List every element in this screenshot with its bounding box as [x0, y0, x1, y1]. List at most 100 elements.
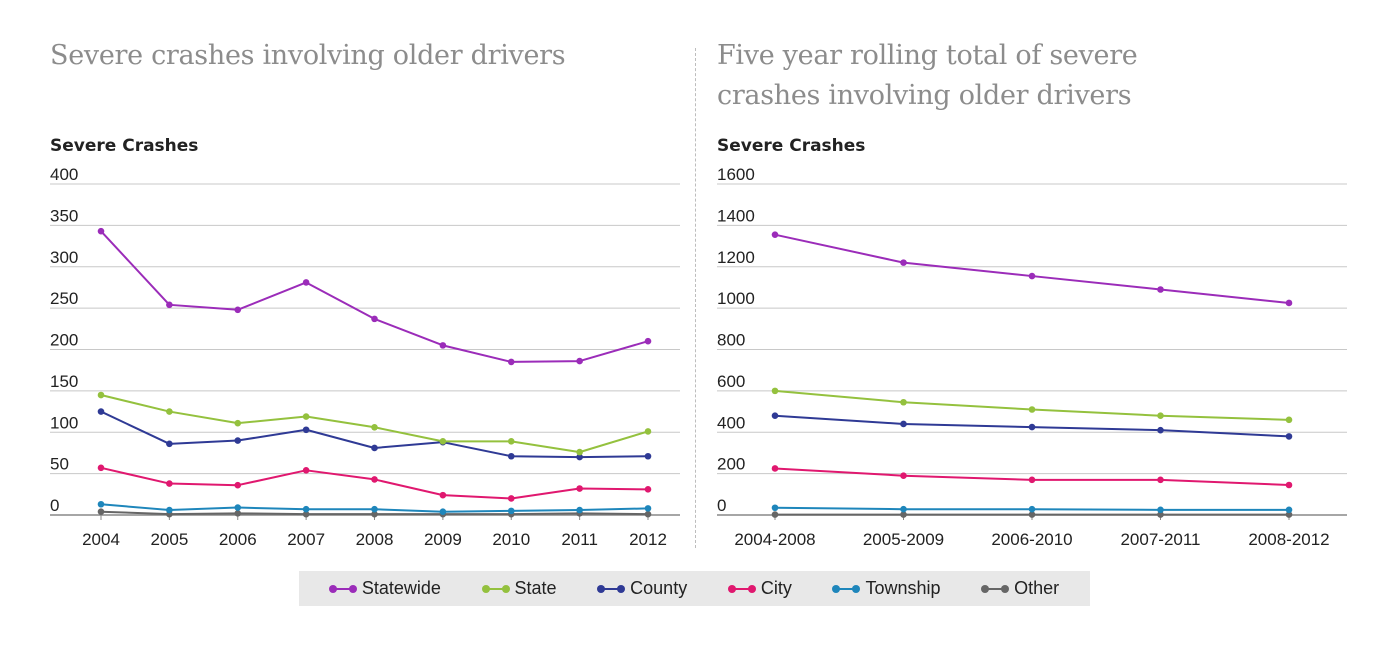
data-point-township	[1285, 506, 1293, 514]
y-tick-label: 1400	[717, 206, 755, 225]
y-tick-label: 100	[50, 413, 78, 432]
data-point-state	[166, 408, 173, 415]
y-tick-label: 150	[50, 372, 78, 391]
data-point-county	[1157, 426, 1164, 434]
y-axis-label-left: Severe Crashes	[50, 136, 199, 156]
data-point-state	[771, 387, 779, 395]
legend-item-county: County	[597, 578, 688, 599]
chart-title-right: Five year rolling total of severe crashe…	[717, 40, 1138, 111]
data-point-city	[900, 472, 907, 479]
data-point-city	[1028, 476, 1036, 484]
data-point-township	[900, 505, 907, 513]
data-point-city	[771, 465, 779, 472]
series-line-state	[774, 389, 1290, 421]
y-tick-label: 200	[50, 331, 78, 350]
data-point-other	[900, 511, 907, 518]
data-point-state	[371, 423, 378, 431]
data-point-state	[439, 438, 447, 445]
data-point-state	[302, 413, 310, 420]
x-tick-label: 2011	[561, 530, 598, 549]
y-tick-label: 50	[50, 455, 69, 474]
data-point-county	[234, 437, 242, 444]
y-axis-label-right: Severe Crashes	[717, 136, 866, 156]
data-point-county	[1285, 433, 1293, 440]
data-point-township	[97, 500, 105, 508]
data-point-statewide	[771, 231, 779, 238]
data-point-other	[97, 508, 105, 515]
data-point-other	[771, 511, 779, 518]
series-line-statewide	[100, 230, 649, 363]
x-tick-label: 2004	[82, 530, 120, 549]
x-tick-label: 2004-2008	[734, 530, 815, 549]
legend-item-city: City	[727, 578, 792, 599]
y-tick-label: 400	[50, 165, 78, 184]
data-point-other	[1157, 511, 1164, 518]
y-tick-label: 300	[50, 248, 78, 267]
data-point-state	[234, 419, 242, 427]
data-point-township	[1157, 506, 1164, 514]
y-tick-label: 1200	[717, 248, 755, 267]
data-point-statewide	[507, 358, 515, 366]
series-line-statewide	[774, 233, 1290, 304]
legend-label: County	[630, 578, 688, 598]
data-point-statewide	[166, 301, 173, 309]
x-tick-label: 2008	[356, 530, 394, 549]
data-point-statewide	[302, 279, 310, 286]
y-tick-label: 600	[717, 372, 745, 391]
data-point-statewide	[97, 227, 105, 235]
data-point-statewide	[576, 357, 583, 365]
x-tick-label: 2006	[219, 530, 257, 549]
data-point-county	[576, 453, 583, 461]
data-point-township	[302, 505, 310, 513]
legend-label: Other	[1014, 578, 1060, 598]
data-point-township	[166, 506, 173, 514]
data-point-state	[576, 448, 583, 456]
y-tick-label: 0	[50, 496, 59, 515]
data-point-township	[771, 504, 779, 512]
data-point-other	[371, 510, 378, 518]
data-point-statewide	[1285, 299, 1293, 307]
data-point-city	[439, 491, 447, 499]
x-tick-label: 2006-2010	[991, 530, 1072, 549]
data-point-statewide	[644, 337, 652, 345]
data-point-city	[1285, 481, 1293, 489]
legend-label: Township	[865, 578, 941, 598]
data-point-other	[234, 510, 242, 517]
y-tick-label: 350	[50, 206, 78, 225]
data-point-township	[371, 505, 378, 513]
data-point-city	[166, 480, 173, 487]
data-point-city	[507, 495, 515, 502]
x-tick-label: 2007-2011	[1120, 530, 1200, 549]
data-point-statewide	[234, 306, 242, 314]
data-point-city	[302, 467, 310, 474]
data-point-township	[576, 506, 583, 514]
data-point-statewide	[1028, 272, 1036, 280]
data-point-county	[97, 408, 105, 415]
y-tick-label: 0	[717, 496, 726, 515]
x-tick-label: 2008-2012	[1248, 530, 1329, 549]
x-tick-label: 2012	[629, 530, 667, 549]
data-point-township	[234, 504, 242, 511]
data-point-city	[644, 486, 652, 493]
y-tick-label: 1600	[717, 165, 755, 184]
x-tick-label: 2005-2009	[863, 530, 944, 549]
legend-item-state: State	[481, 578, 557, 599]
data-point-city	[576, 485, 583, 492]
data-point-county	[371, 444, 378, 452]
data-point-county	[644, 452, 652, 460]
legend-swatch	[597, 584, 626, 594]
legend-swatch	[727, 584, 756, 594]
data-point-township	[1028, 505, 1036, 513]
data-point-county	[302, 426, 310, 434]
data-point-township	[507, 507, 515, 515]
data-point-county	[166, 440, 173, 448]
data-point-state	[1157, 412, 1164, 420]
data-point-township	[644, 505, 652, 512]
data-point-statewide	[439, 342, 447, 349]
chart-panel-1: 0 50 100 150 200 250 300 350 400 2004 2005 2006 2007…	[50, 165, 680, 549]
data-point-statewide	[371, 315, 378, 323]
data-point-statewide	[900, 259, 907, 266]
chart-panel-2: 0 200 400 600 800 1000 1200 1400 1600 2004-2008 20…	[717, 165, 1347, 549]
data-point-statewide	[1157, 286, 1164, 293]
